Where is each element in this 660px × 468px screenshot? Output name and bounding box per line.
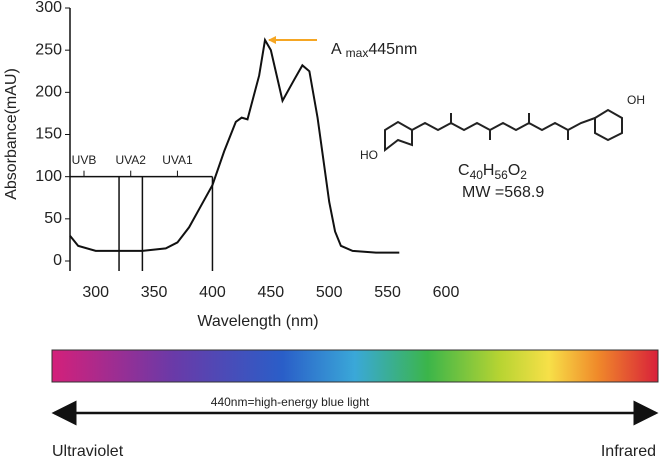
y-tick-label: 150 [35, 126, 62, 143]
formula: C40H56O2 [458, 162, 527, 182]
region-label: UVB [72, 153, 97, 167]
y-tick-label: 250 [35, 41, 62, 58]
x-tick-label: 600 [433, 284, 460, 301]
peak-arrowhead [268, 36, 277, 45]
x-tick-label: 450 [257, 284, 284, 301]
y-tick-label: 200 [35, 84, 62, 101]
y-tick-label: 300 [35, 0, 62, 16]
molecule [384, 108, 623, 153]
x-tick-label: 400 [199, 284, 226, 301]
formula-part: H [483, 162, 495, 179]
formula-part: 40 [470, 168, 484, 182]
region-label: UVA1 [162, 153, 193, 167]
peak-subscript: max [346, 46, 369, 60]
y-tick-label: 100 [35, 168, 62, 185]
hydroxyl-label: OH [627, 93, 645, 107]
formula-part: O [508, 162, 520, 179]
peak-text: 445nm [368, 41, 417, 58]
formula-part: 2 [520, 168, 527, 182]
x-axis-label: Wavelength (nm) [197, 313, 318, 330]
x-tick-label: 550 [374, 284, 401, 301]
formula-part: 56 [494, 168, 508, 182]
y-tick-label: 0 [53, 252, 62, 269]
right-label: Infrared [601, 443, 656, 460]
spectrum-line [69, 37, 400, 254]
peak-symbol: A [331, 41, 342, 58]
y-tick-label: 50 [44, 210, 62, 227]
hydroxyl-label: HO [360, 148, 378, 162]
left-label: Ultraviolet [52, 443, 124, 460]
formula-part: C [458, 162, 470, 179]
x-tick-label: 300 [82, 284, 109, 301]
spectrum-bar [51, 349, 659, 383]
y-axis-label: Absorbance(mAU) [3, 68, 20, 200]
molecular-weight: MW =568.9 [462, 184, 544, 201]
x-tick-label: 350 [141, 284, 168, 301]
arrow-caption: 440nm=high-energy blue light [211, 395, 370, 409]
x-tick-label: 500 [316, 284, 343, 301]
region-label: UVA2 [115, 153, 146, 167]
